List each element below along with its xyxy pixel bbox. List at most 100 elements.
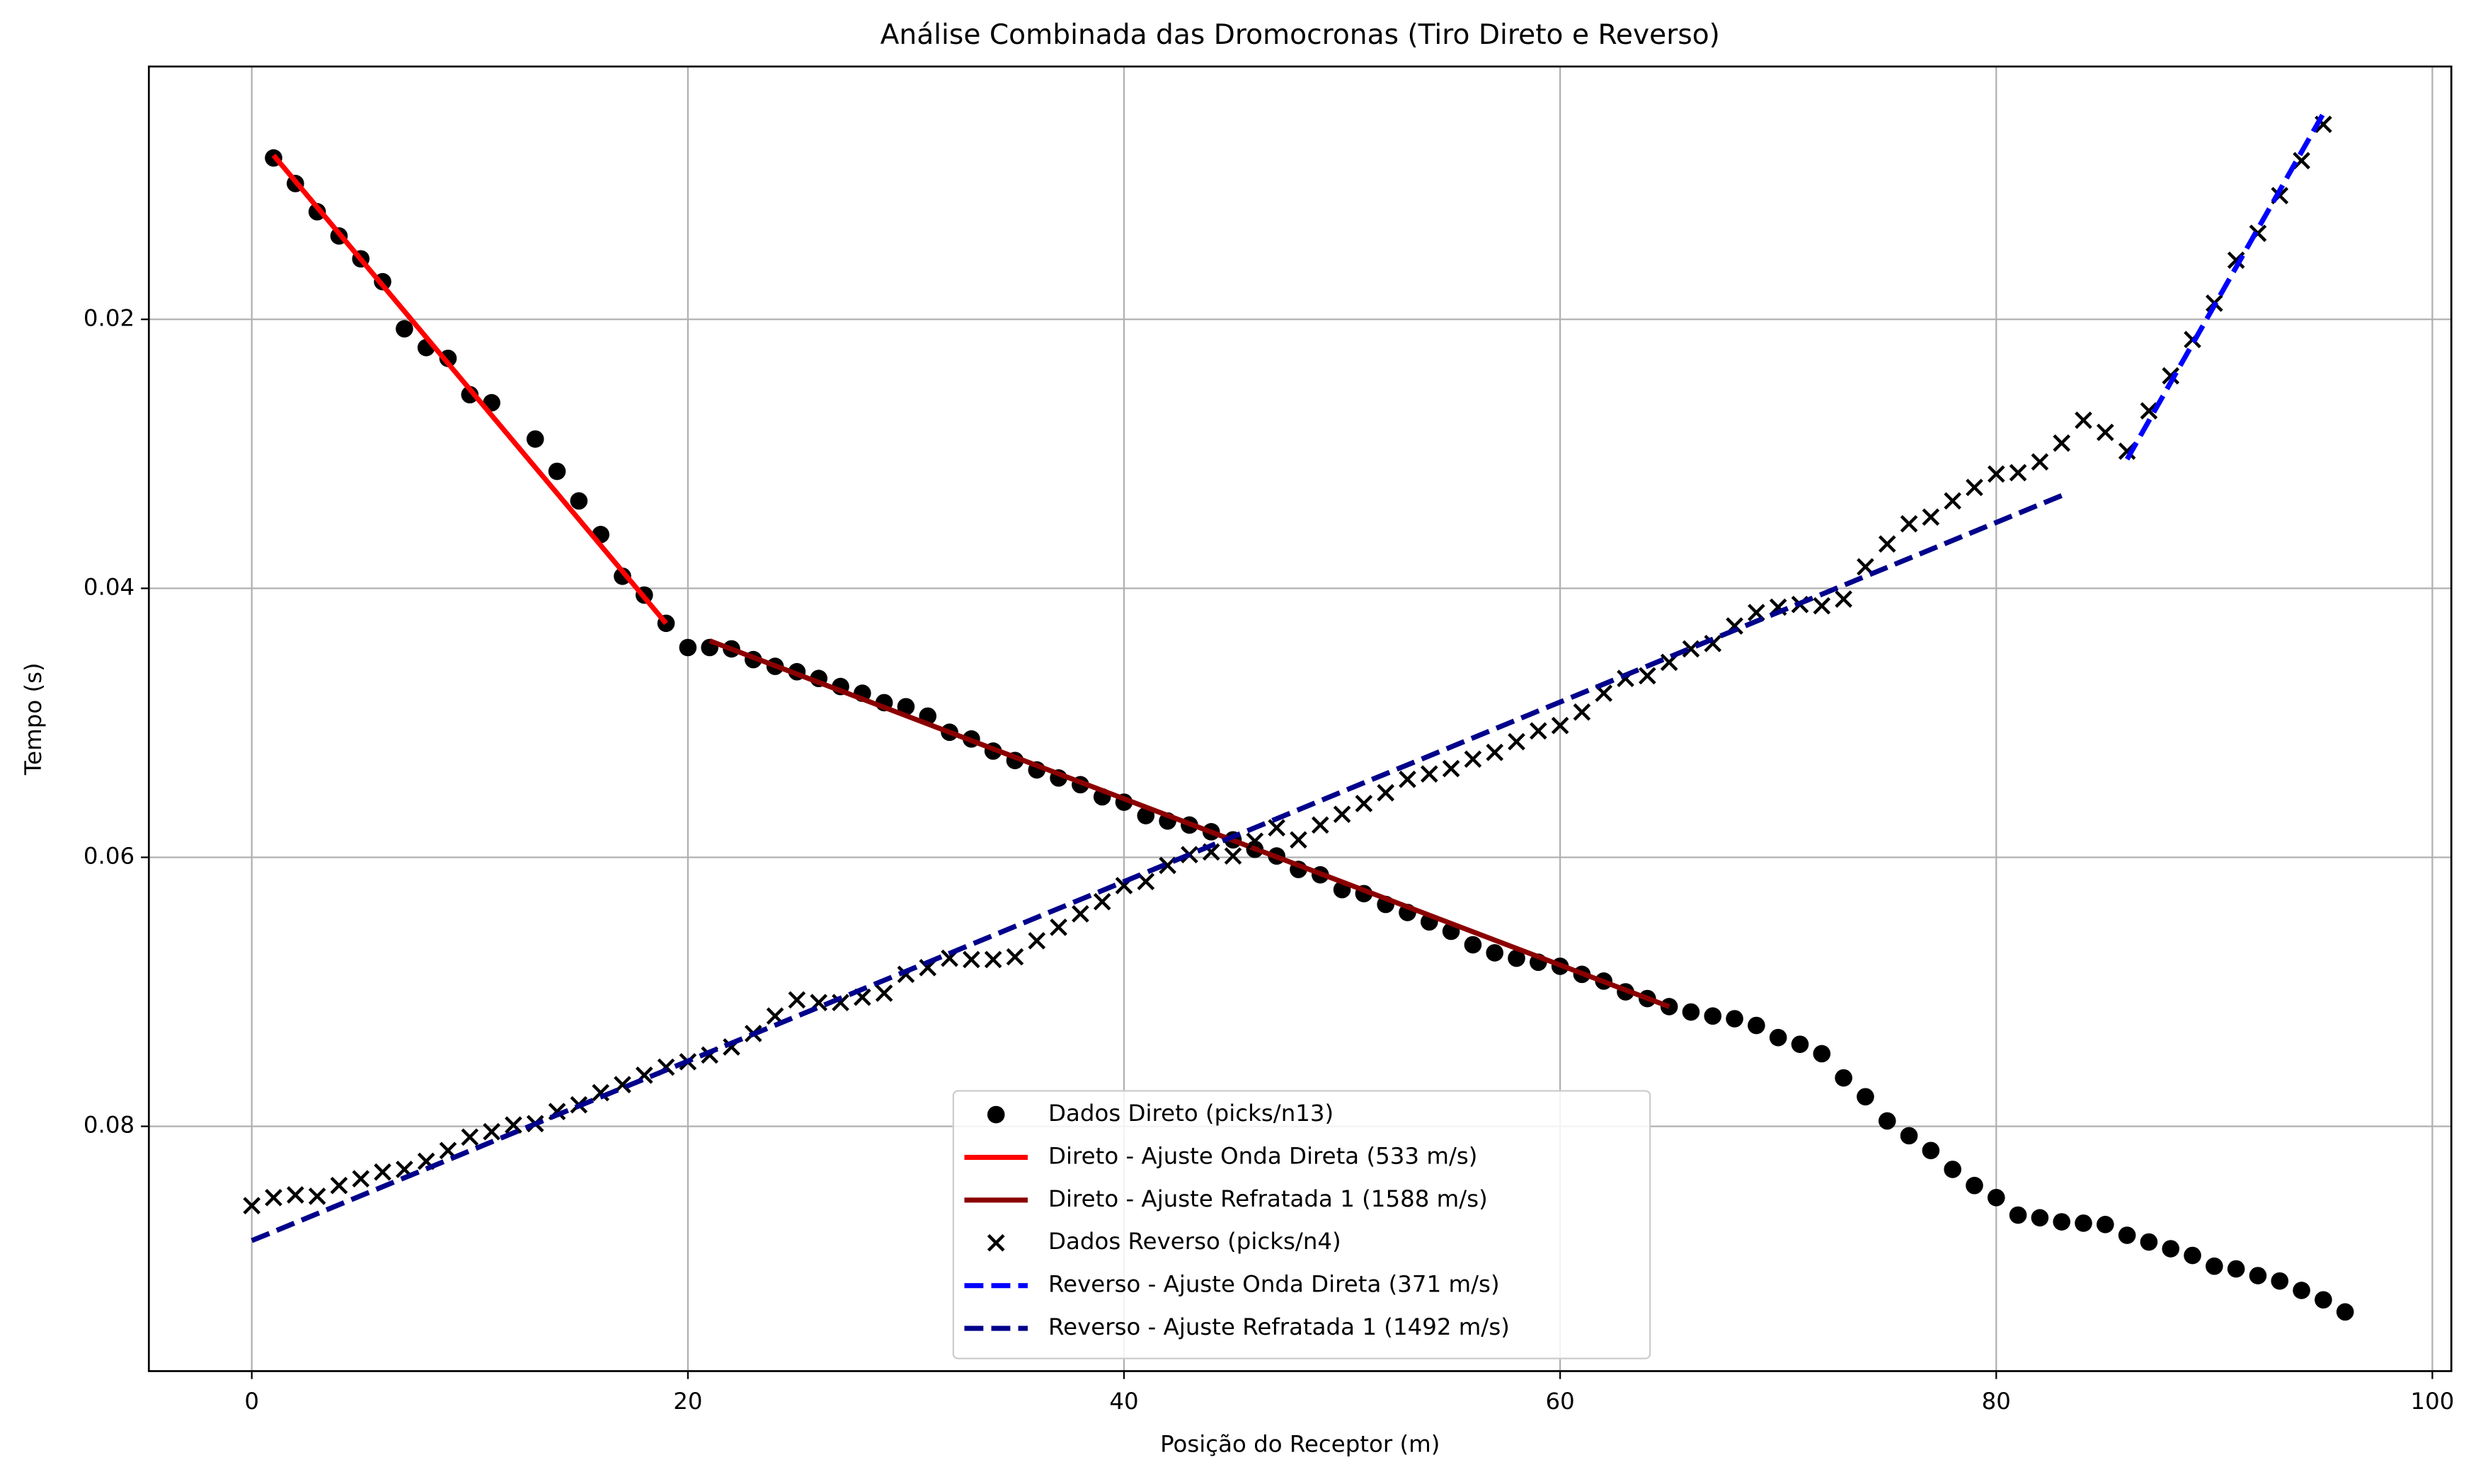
data-point: [679, 638, 697, 657]
data-point: [483, 1122, 500, 1141]
data-point: [1530, 722, 1547, 740]
data-point: [2271, 1272, 2289, 1290]
data-point: [2075, 1214, 2092, 1232]
data-point: [1377, 783, 1395, 802]
data-point: [2009, 1206, 2027, 1224]
data-point: [1726, 1010, 1743, 1028]
data-point: [1224, 847, 1242, 865]
legend-label: Direto - Ajuste Refratada 1 (1588 m/s): [1048, 1185, 1488, 1212]
data-point: [1420, 765, 1438, 783]
data-point: [2140, 402, 2158, 420]
data-point: [2097, 423, 2114, 442]
data-point: [374, 1163, 391, 1181]
x-tick-label: 100: [2410, 1388, 2454, 1415]
data-point: [505, 1116, 522, 1134]
data-point: [2053, 1213, 2071, 1231]
data-point: [1551, 716, 1569, 735]
data-point: [2249, 1267, 2267, 1284]
legend-label: Dados Direto (picks/n13): [1048, 1100, 1334, 1127]
data-point: [1987, 1188, 2005, 1207]
data-point: [1486, 743, 1504, 761]
data-point: [1464, 750, 1482, 769]
data-point: [1835, 1069, 1852, 1087]
data-point: [1987, 465, 2005, 483]
legend-label: Reverso - Ajuste Refratada 1 (1492 m/s): [1048, 1313, 1510, 1340]
data-point: [1944, 1161, 1961, 1178]
data-point: [287, 1186, 304, 1204]
data-point: [1682, 1003, 1700, 1021]
data-point: [1399, 770, 1416, 788]
data-point: [2162, 367, 2180, 385]
data-point: [2227, 1260, 2245, 1278]
data-point: [2206, 1257, 2223, 1275]
data-point: [1246, 832, 1264, 850]
data-point: [1704, 1007, 1722, 1025]
data-point: [570, 492, 588, 510]
data-point: [1464, 936, 1482, 954]
data-point: [1508, 949, 1525, 967]
data-point: [2031, 1209, 2049, 1227]
data-point: [2009, 464, 2027, 482]
data-point: [875, 984, 893, 1002]
data-point: [1966, 478, 1983, 497]
data-point: [1311, 816, 1329, 834]
data-point: [1704, 634, 1722, 652]
data-point: [548, 462, 566, 481]
fit-line: [709, 638, 1670, 1009]
data-point: [2315, 1291, 2332, 1309]
y-tick-label: 0.04: [84, 573, 134, 600]
data-point: [2053, 434, 2071, 452]
data-point: [1028, 931, 1046, 950]
legend: Dados Direto (picks/n13) Direto - Ajuste …: [952, 1090, 1651, 1359]
data-point: [1006, 948, 1024, 966]
data-point: [1072, 904, 1089, 923]
data-point: [1922, 1141, 1940, 1160]
data-point: [330, 1176, 348, 1195]
data-point: [352, 1170, 370, 1188]
data-point: [1769, 1028, 1787, 1047]
data-point: [526, 430, 544, 448]
data-point: [1639, 667, 1656, 685]
data-point: [1442, 759, 1460, 778]
data-point: [2184, 1246, 2201, 1265]
legend-label: Direto - Ajuste Onda Direta (533 m/s): [1048, 1142, 1477, 1169]
data-point: [1355, 795, 1373, 812]
data-point: [614, 567, 631, 585]
data-point: [1268, 819, 1285, 836]
x-tick-label: 0: [244, 1388, 259, 1415]
x-tick-label: 20: [673, 1388, 702, 1415]
data-point: [1878, 535, 1896, 553]
data-point: [1573, 703, 1591, 721]
data-point: [2336, 1303, 2354, 1321]
fit-line: [271, 154, 668, 626]
data-point: [963, 950, 980, 969]
data-point: [592, 1083, 609, 1102]
data-point: [1966, 1176, 1983, 1195]
data-point: [1486, 944, 1504, 962]
plot-frame: [147, 65, 2453, 1372]
data-point: [1290, 831, 1307, 849]
y-tick-label: 0.06: [84, 842, 134, 869]
data-point: [1900, 1127, 1918, 1145]
data-point: [265, 1188, 282, 1207]
y-axis-label: Tempo (s): [20, 662, 47, 776]
chart-title: Análise Combinada das Dromocronas (Tiro …: [881, 19, 1720, 51]
data-point: [1791, 1035, 1809, 1053]
data-point: [396, 320, 413, 338]
data-point: [1813, 597, 1831, 615]
y-tick-label: 0.08: [84, 1112, 134, 1139]
y-tick-label: 0.02: [84, 304, 134, 331]
data-point: [1878, 1112, 1896, 1130]
legend-label: Reverso - Ajuste Onda Direta (371 m/s): [1048, 1271, 1500, 1298]
data-point: [1093, 892, 1111, 911]
x-axis-label: Posição do Receptor (m): [1160, 1431, 1440, 1458]
legend-label: Dados Reverso (picks/n4): [1048, 1228, 1341, 1255]
fit-line: [2125, 112, 2326, 461]
data-point: [308, 1187, 326, 1205]
data-point: [2097, 1216, 2114, 1233]
data-point: [2031, 453, 2049, 471]
data-point: [2075, 411, 2092, 430]
data-point: [1813, 1045, 1831, 1063]
